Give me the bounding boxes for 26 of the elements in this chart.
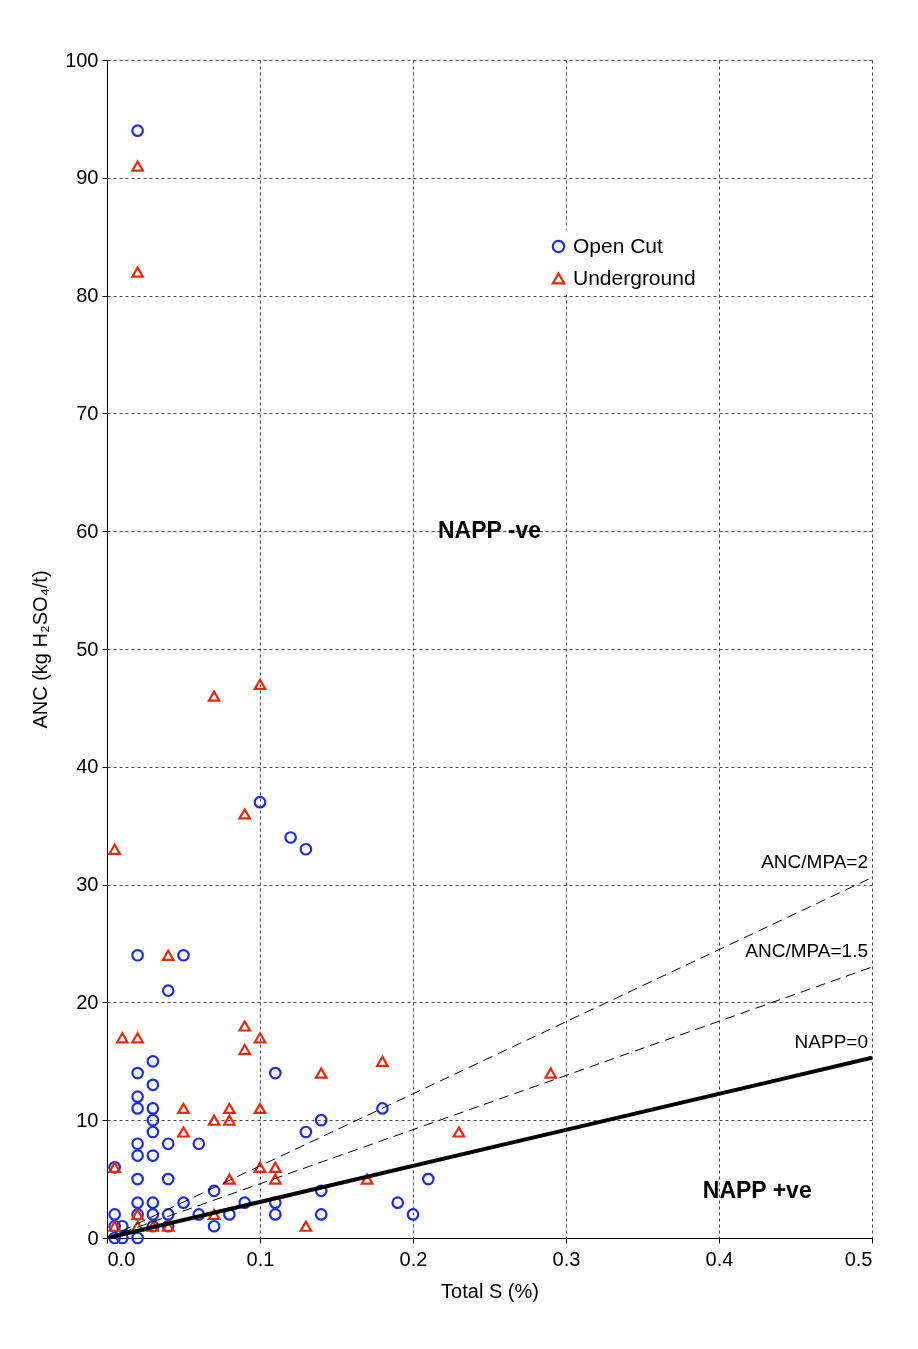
x-tick-label: 0.5 — [844, 1247, 873, 1270]
x-tick-label: 0.0 — [107, 1247, 136, 1270]
y-tick-label: 0 — [87, 1226, 99, 1249]
x-tick-label: 0.3 — [552, 1247, 581, 1270]
y-tick-label: 90 — [76, 166, 99, 189]
y-tick-label: 70 — [76, 401, 99, 424]
x-tick-label: 0.1 — [246, 1247, 275, 1270]
legend-label: Underground — [573, 265, 696, 289]
y-tick-label: 50 — [76, 637, 99, 660]
series-label: NAPP=0 — [794, 1030, 868, 1052]
y-tick-label: 10 — [76, 1108, 99, 1131]
x-tick-label: 0.4 — [705, 1247, 734, 1270]
y-tick-label: 20 — [76, 990, 99, 1013]
y-tick-label: 40 — [76, 755, 99, 778]
y-tick-label: 100 — [65, 48, 99, 71]
annotation: NAPP -ve — [437, 517, 542, 544]
y-axis-title: ANC (kg H₂SO₄/t) — [29, 570, 52, 729]
x-tick-label: 0.2 — [399, 1247, 428, 1270]
y-tick-label: 30 — [76, 873, 99, 896]
y-tick-label: 60 — [76, 519, 99, 542]
legend-label: Open Cut — [573, 233, 664, 257]
y-tick-label: 80 — [76, 284, 99, 307]
x-axis-title: Total S (%) — [441, 1279, 539, 1302]
annotation: NAPP +ve — [702, 1176, 812, 1203]
series-label: ANC/MPA=1.5 — [745, 940, 868, 962]
series-label: ANC/MPA=2 — [761, 850, 868, 872]
